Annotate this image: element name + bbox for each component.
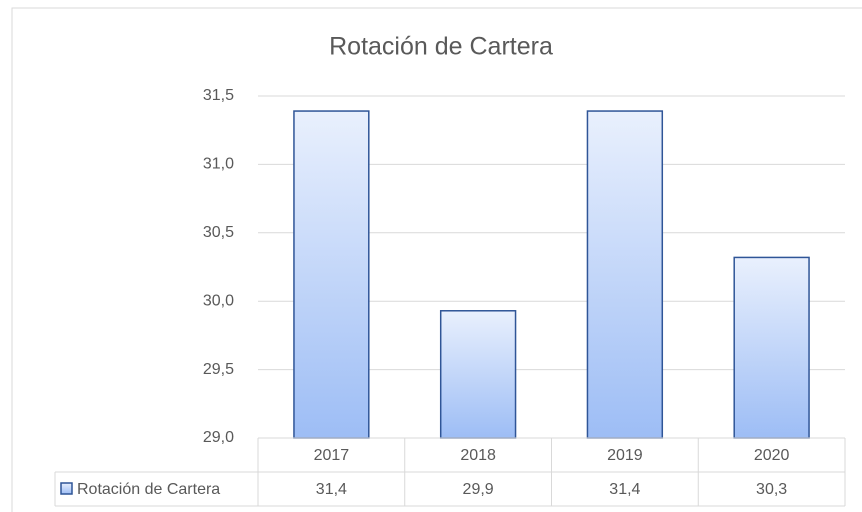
x-tick-label: 2019 (607, 447, 643, 464)
y-tick-label: 31,5 (203, 87, 234, 104)
legend-label: Rotación de Cartera (77, 481, 220, 498)
legend-swatch (60, 482, 73, 495)
data-table-value: 30,3 (756, 481, 787, 498)
bar (733, 256, 810, 439)
data-table-value: 31,4 (316, 481, 347, 498)
y-tick-label: 29,5 (203, 361, 234, 378)
y-tick-label: 30,0 (203, 292, 234, 309)
y-tick-label: 31,0 (203, 156, 234, 173)
y-tick-label: 29,0 (203, 429, 234, 446)
chart-title: Rotación de Cartera (329, 33, 553, 61)
bar (586, 110, 664, 439)
data-table-value: 31,4 (609, 481, 640, 498)
x-tick-label: 2018 (460, 447, 496, 464)
bar (439, 310, 517, 439)
x-tick-label: 2017 (314, 447, 350, 464)
y-tick-label: 30,5 (203, 224, 234, 241)
x-tick-label: 2020 (754, 447, 790, 464)
data-table-value: 29,9 (463, 481, 494, 498)
bar (293, 110, 370, 439)
chart-frame (11, 7, 862, 512)
